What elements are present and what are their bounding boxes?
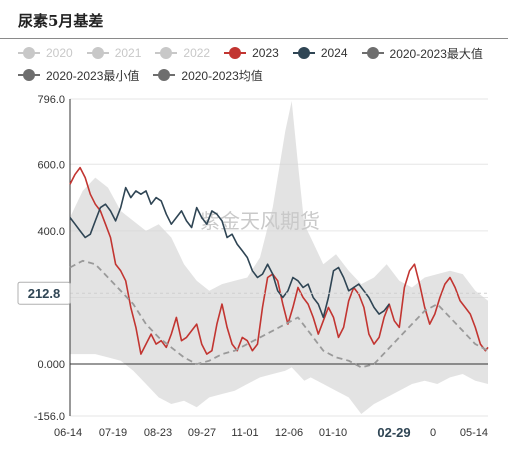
x-tick-label: 09-27 [188,427,216,439]
max-min-band-area [70,101,488,414]
y-tick-label: 400.0 [37,226,65,238]
legend-marker-icon [361,47,384,59]
legend-label: 2021 [114,46,142,60]
chart-title: 尿素5月基差 [18,12,104,30]
x-tick-label: 06-14 [54,427,82,439]
x-tick-label: 07-19 [99,427,127,439]
y-pointer-label-box [17,281,71,305]
y-pointer-label: 212.8 [28,286,61,301]
legend-marker-icon [292,47,315,59]
legend-label: 2024 [320,46,348,60]
x-tick-label: 01-10 [319,427,347,439]
legend-label: 2020 [46,46,73,60]
series-line-2020-2023均值 [69,259,489,369]
legend-item-2020-2023最大值[interactable]: 2020-2023最大值 [361,42,483,64]
legend-label: 2022 [183,46,211,60]
legend-item-2024[interactable]: 2024 [292,42,348,64]
x-tick-label: 08-23 [144,427,172,439]
watermark-text: 紫金天风期货 [200,209,320,233]
y-tick-label: 600.0 [37,159,65,171]
legend-item-2020-2023最小值[interactable]: 2020-2023最小值 [18,64,139,86]
chart-legend: 2020 2021 2022 2023 2024 2020-2023最大值 2020-202… [18,42,508,86]
title-divider [0,38,508,39]
y-tick-label: 796.0 [37,94,65,106]
series-line-2024 [69,186,390,319]
x-pointer-label: 02-29 [377,425,410,440]
legend-marker-icon [224,47,247,59]
legend-label: 2023 [252,46,279,60]
legend-item-2020[interactable]: 2020 [18,42,73,64]
y-tick-label: 0.000 [37,359,65,371]
legend-label: 2020-2023最小值 [46,68,140,83]
x-tick-label: 12-06 [275,427,303,439]
x-tick-label: 11-01 [231,427,258,439]
x-pointer-secondary-label: 0 [430,427,436,439]
legend-marker-icon [153,69,176,81]
legend-marker-icon [18,47,40,59]
legend-item-2023[interactable]: 2023 [224,42,279,64]
x-tick-label: 05-14 [460,427,488,439]
legend-item-2020-2023均值[interactable]: 2020-2023均值 [153,64,263,86]
legend-marker-icon [86,47,109,59]
legend-item-2022[interactable]: 2022 [155,42,210,64]
series-line-2023 [69,166,489,355]
legend-marker-icon [18,69,40,81]
legend-marker-icon [155,47,178,59]
legend-label: 2020-2023均值 [181,68,263,83]
legend-label: 2020-2023最大值 [389,46,483,61]
legend-item-2021[interactable]: 2021 [86,42,142,64]
y-tick-label: -156.0 [34,411,65,423]
